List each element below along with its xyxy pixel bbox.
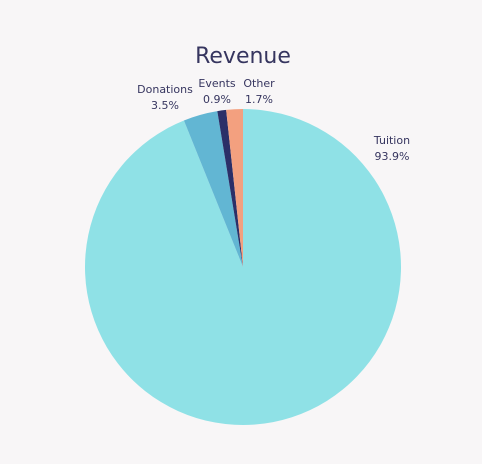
pie-slice-donations bbox=[183, 111, 243, 267]
slice-value-donations: 3.5% bbox=[151, 99, 179, 112]
pie-slice-events bbox=[217, 109, 243, 267]
slice-value-events: 0.9% bbox=[203, 93, 231, 106]
slice-label-donations: Donations bbox=[137, 83, 193, 96]
slice-value-other: 1.7% bbox=[245, 93, 273, 106]
pie-slice-other bbox=[226, 109, 243, 267]
slice-value-tuition: 93.9% bbox=[375, 150, 410, 163]
slice-label-other: Other bbox=[243, 77, 275, 90]
slice-label-events: Events bbox=[198, 77, 236, 90]
slice-labels: Tuition 93.9% Donations 3.5% Events 0.9% Other… bbox=[137, 77, 410, 163]
pie-slice-tuition bbox=[84, 109, 401, 425]
chart-title: Revenue bbox=[195, 44, 291, 69]
pie-slices bbox=[84, 109, 401, 425]
slice-label-tuition: Tuition bbox=[373, 134, 410, 147]
